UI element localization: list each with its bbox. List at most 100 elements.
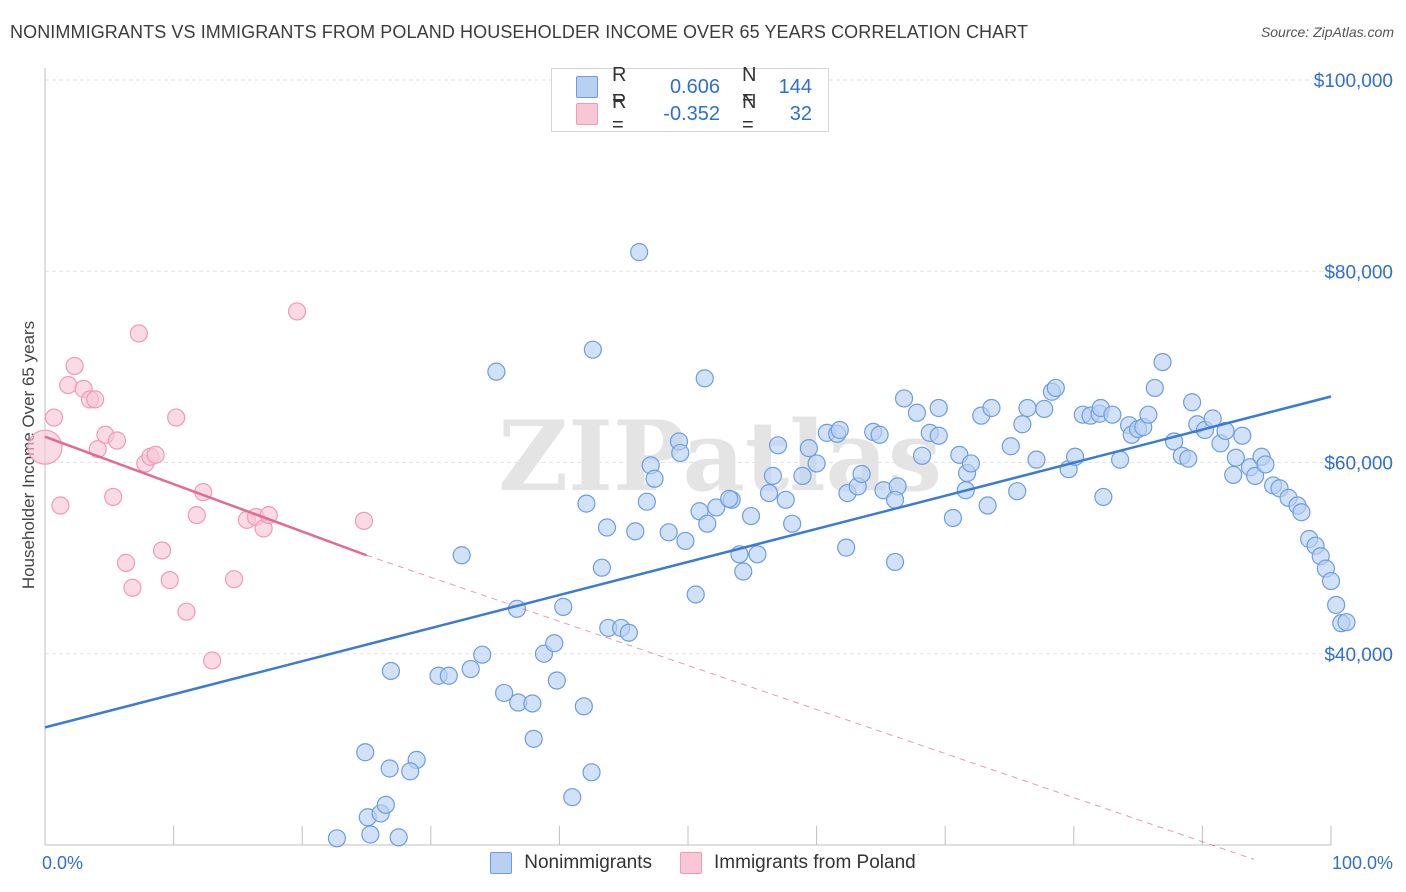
data-point-nonimmigrants: [1008, 482, 1027, 501]
data-point-nonimmigrants: [659, 523, 678, 542]
data-point-nonimmigrants: [461, 659, 480, 679]
data-point-nonimmigrants: [1321, 571, 1341, 591]
data-point-nonimmigrants: [1027, 450, 1046, 469]
data-point-nonimmigrants: [1103, 405, 1122, 424]
data-point-nonimmigrants: [473, 645, 492, 664]
data-point-nonimmigrants: [389, 828, 408, 847]
data-point-nonimmigrants: [327, 829, 347, 848]
legend-n-label: N =: [742, 64, 757, 109]
data-point-poland: [116, 553, 136, 573]
data-point-nonimmigrants: [452, 546, 471, 565]
legend-swatch-blue: [490, 852, 513, 874]
data-point-nonimmigrants: [356, 743, 375, 762]
data-point-poland: [65, 356, 84, 376]
data-point-nonimmigrants: [1246, 466, 1265, 485]
data-point-nonimmigrants: [734, 562, 753, 581]
data-point-nonimmigrants: [776, 490, 795, 509]
data-point-nonimmigrants: [1035, 399, 1054, 419]
legend-swatch-pink: [576, 103, 598, 125]
legend-swatch-blue: [576, 76, 598, 98]
data-point-nonimmigrants: [361, 825, 380, 844]
data-point-nonimmigrants: [1292, 503, 1311, 522]
data-point-nonimmigrants: [1226, 448, 1245, 467]
legend-item-nonimmigrants[interactable]: Nonimmigrants: [490, 852, 652, 874]
legend-item-poland[interactable]: Immigrants from Poland: [680, 852, 916, 874]
data-point-poland: [44, 408, 64, 427]
source-label: Source: ZipAtlas.com: [1260, 24, 1394, 40]
legend-swatch-pink: [680, 852, 703, 874]
data-point-nonimmigrants: [597, 518, 617, 537]
data-point-poland: [59, 375, 78, 395]
data-point-nonimmigrants: [1110, 450, 1130, 469]
trendline-nonimmigrants: [44, 395, 1332, 729]
data-point-nonimmigrants: [547, 671, 566, 690]
data-point-poland: [146, 445, 165, 464]
y-tick-label: $60,000: [1324, 454, 1393, 475]
data-point-poland: [104, 487, 123, 507]
data-point-nonimmigrants: [741, 506, 761, 526]
legend-r-label: R =: [612, 64, 627, 109]
data-point-nonimmigrants: [1046, 378, 1065, 398]
data-point-nonimmigrants: [978, 496, 997, 515]
legend-label-nonimmigrants: Nonimmigrants: [524, 852, 653, 873]
data-point-nonimmigrants: [1018, 398, 1037, 418]
data-point-poland: [160, 571, 179, 590]
data-point-nonimmigrants: [799, 439, 818, 458]
data-point-poland: [27, 429, 63, 465]
legend-n-value: 32: [789, 102, 812, 125]
data-point-nonimmigrants: [894, 389, 914, 408]
data-point-nonimmigrants: [1256, 455, 1275, 474]
data-point-poland: [167, 408, 186, 427]
y-tick-label: $100,000: [1314, 71, 1393, 92]
legend-row-poland: R = -0.352 N = 32: [576, 91, 812, 136]
data-point-poland: [354, 511, 374, 530]
data-point-nonimmigrants: [1139, 405, 1158, 424]
data-point-nonimmigrants: [671, 443, 690, 463]
data-point-nonimmigrants: [807, 454, 826, 473]
data-point-nonimmigrants: [830, 420, 849, 440]
x-tick-label: 100.0%: [1332, 853, 1393, 873]
data-point-nonimmigrants: [626, 522, 645, 541]
data-point-nonimmigrants: [982, 398, 1001, 418]
data-point-nonimmigrants: [837, 538, 856, 557]
data-point-poland: [123, 578, 142, 597]
data-point-poland: [107, 431, 127, 450]
data-point-nonimmigrants: [885, 552, 905, 572]
data-point-nonimmigrants: [907, 403, 927, 422]
data-point-nonimmigrants: [545, 634, 564, 653]
data-point-nonimmigrants: [1145, 378, 1164, 398]
data-point-nonimmigrants: [720, 489, 739, 508]
data-point-nonimmigrants: [574, 697, 593, 716]
data-point-nonimmigrants: [1094, 487, 1113, 507]
data-point-nonimmigrants: [686, 585, 705, 604]
chart-title: NONIMMIGRANTS VS IMMIGRANTS FROM POLAND …: [10, 22, 1029, 42]
data-point-nonimmigrants: [707, 498, 726, 517]
data-point-poland: [51, 496, 70, 515]
trendline-poland: [44, 435, 367, 557]
x-tick-label: 0.0%: [42, 853, 83, 873]
data-point-nonimmigrants: [645, 469, 664, 488]
data-point-nonimmigrants: [748, 545, 767, 564]
data-point-nonimmigrants: [885, 490, 905, 509]
legend-r-value: 0.606: [669, 75, 720, 98]
data-point-nonimmigrants: [554, 597, 573, 616]
data-point-nonimmigrants: [630, 243, 649, 262]
data-point-nonimmigrants: [637, 492, 656, 511]
data-point-nonimmigrants: [439, 666, 458, 685]
data-point-poland: [187, 505, 206, 525]
data-point-nonimmigrants: [763, 466, 782, 485]
legend-r-label: R =: [612, 91, 627, 136]
data-point-poland: [224, 570, 244, 589]
data-point-nonimmigrants: [929, 426, 948, 445]
data-point-nonimmigrants: [401, 762, 420, 781]
data-point-nonimmigrants: [929, 398, 948, 418]
data-point-nonimmigrants: [495, 683, 514, 703]
data-point-nonimmigrants: [619, 623, 638, 642]
legend-row-nonimmigrants: R = 0.606 N = 144: [576, 64, 812, 109]
data-point-nonimmigrants: [563, 788, 582, 807]
data-point-nonimmigrants: [1179, 449, 1198, 468]
data-point-nonimmigrants: [695, 369, 714, 388]
data-point-nonimmigrants: [582, 763, 601, 782]
data-point-nonimmigrants: [523, 694, 542, 713]
data-point-nonimmigrants: [783, 514, 802, 533]
